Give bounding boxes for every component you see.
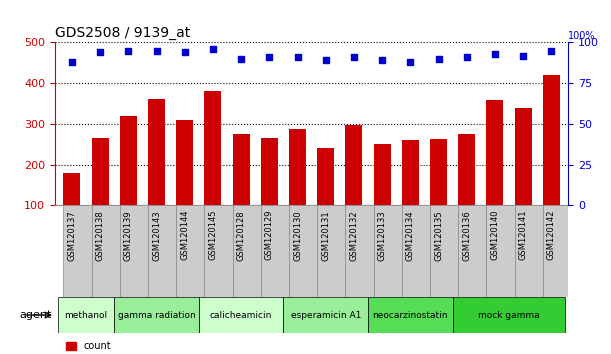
Text: GDS2508 / 9139_at: GDS2508 / 9139_at: [55, 26, 190, 40]
Text: agent: agent: [20, 310, 52, 320]
Text: GSM120132: GSM120132: [349, 210, 359, 261]
Bar: [514, 108, 532, 205]
Text: methanol: methanol: [64, 310, 108, 320]
Point: [462, 54, 472, 60]
Bar: [345, 125, 362, 205]
Text: esperamicin A1: esperamicin A1: [290, 310, 361, 320]
Point: [67, 59, 77, 65]
Text: GSM120145: GSM120145: [208, 210, 218, 261]
Point: [518, 53, 528, 58]
Bar: [64, 173, 81, 205]
Point: [321, 58, 331, 63]
Bar: [176, 120, 193, 205]
Bar: [458, 134, 475, 205]
Text: GSM120137: GSM120137: [67, 210, 76, 261]
Bar: [543, 205, 571, 297]
Point: [406, 59, 415, 65]
Text: GSM120142: GSM120142: [547, 210, 556, 261]
Text: gamma radiation: gamma radiation: [118, 310, 196, 320]
Bar: [114, 297, 199, 333]
Text: GSM120144: GSM120144: [180, 210, 189, 261]
Text: GSM120131: GSM120131: [321, 210, 330, 261]
Point: [434, 56, 444, 62]
Text: GSM120138: GSM120138: [95, 210, 104, 261]
Point: [546, 48, 556, 53]
Point: [180, 50, 189, 55]
Bar: [543, 75, 560, 205]
Text: 100%: 100%: [568, 31, 596, 41]
Bar: [205, 205, 233, 297]
Bar: [261, 205, 289, 297]
Bar: [120, 116, 137, 205]
Point: [123, 48, 133, 53]
Bar: [58, 297, 114, 333]
Point: [95, 50, 105, 55]
Bar: [402, 140, 419, 205]
Point: [377, 58, 387, 63]
Bar: [233, 205, 261, 297]
Bar: [148, 99, 165, 205]
Text: GSM120130: GSM120130: [293, 210, 302, 261]
Bar: [458, 205, 486, 297]
Text: neocarzinostatin: neocarzinostatin: [373, 310, 448, 320]
Text: GSM120129: GSM120129: [265, 210, 274, 261]
Bar: [261, 138, 278, 205]
Bar: [176, 205, 205, 297]
Bar: [317, 148, 334, 205]
Text: GSM120143: GSM120143: [152, 210, 161, 261]
Text: mock gamma: mock gamma: [478, 310, 540, 320]
Bar: [374, 205, 402, 297]
Bar: [402, 205, 430, 297]
Point: [293, 54, 302, 60]
Point: [236, 56, 246, 62]
Bar: [430, 139, 447, 205]
Bar: [430, 205, 458, 297]
Bar: [284, 297, 368, 333]
Text: GSM120141: GSM120141: [519, 210, 528, 261]
Bar: [453, 297, 565, 333]
Bar: [289, 129, 306, 205]
Bar: [92, 138, 109, 205]
Point: [208, 46, 218, 52]
Bar: [514, 205, 543, 297]
Text: GSM120136: GSM120136: [462, 210, 471, 261]
Text: GSM120128: GSM120128: [236, 210, 246, 261]
Bar: [317, 205, 345, 297]
Text: GSM120139: GSM120139: [124, 210, 133, 261]
Point: [152, 48, 161, 53]
Bar: [148, 205, 176, 297]
Text: GSM120135: GSM120135: [434, 210, 443, 261]
Point: [349, 54, 359, 60]
Point: [490, 51, 500, 57]
Text: GSM120134: GSM120134: [406, 210, 415, 261]
Bar: [199, 297, 284, 333]
Bar: [233, 134, 249, 205]
Bar: [374, 144, 390, 205]
Bar: [486, 100, 503, 205]
Bar: [368, 297, 453, 333]
Bar: [345, 205, 374, 297]
Bar: [64, 205, 92, 297]
Text: calicheamicin: calicheamicin: [210, 310, 273, 320]
Bar: [92, 205, 120, 297]
Text: GSM120140: GSM120140: [491, 210, 499, 261]
Point: [265, 54, 274, 60]
Bar: [205, 91, 221, 205]
Text: GSM120133: GSM120133: [378, 210, 387, 261]
Bar: [120, 205, 148, 297]
Bar: [289, 205, 317, 297]
Bar: [486, 205, 514, 297]
Legend: count, percentile rank within the sample: count, percentile rank within the sample: [66, 341, 249, 354]
